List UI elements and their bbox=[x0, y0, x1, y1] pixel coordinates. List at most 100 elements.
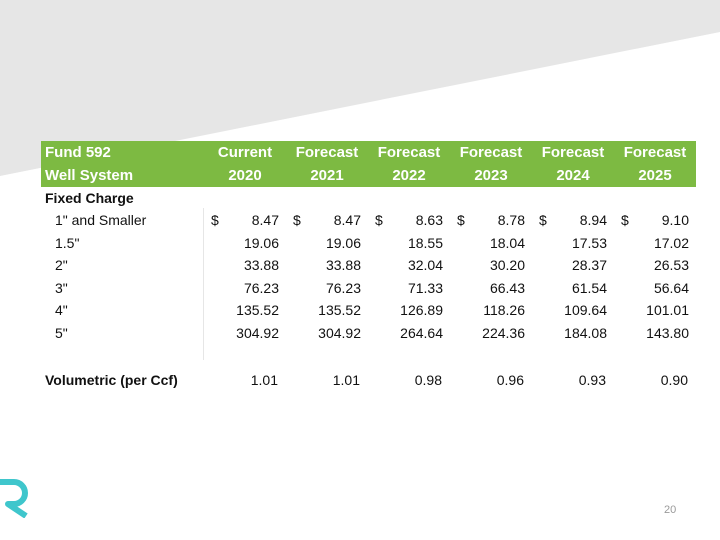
table-cell: 19.06 bbox=[204, 232, 286, 255]
section-row: Fixed Charge bbox=[41, 187, 696, 209]
table-row: 3" 76.23 76.23 71.33 66.43 61.54 56.64 bbox=[41, 277, 696, 300]
cell-value: 32.04 bbox=[407, 257, 443, 274]
cell-value: 126.89 bbox=[400, 302, 443, 319]
row-label: 5" bbox=[55, 324, 68, 341]
row-label: 2" bbox=[55, 257, 68, 274]
section-label: Fixed Charge bbox=[45, 190, 134, 206]
cell-value: 8.63 bbox=[415, 212, 443, 229]
cell-value: 30.20 bbox=[489, 257, 525, 274]
table-cell: 30.20 bbox=[450, 254, 532, 277]
cell-value: 19.06 bbox=[243, 234, 279, 251]
table-row: 1.5" 19.06 19.06 18.55 18.04 17.53 17.02 bbox=[41, 232, 696, 255]
table-cell: 26.53 bbox=[614, 254, 696, 277]
column-header: Forecast bbox=[614, 141, 696, 164]
column-header: Forecast bbox=[450, 141, 532, 164]
spacer-cell bbox=[41, 344, 696, 368]
cell-value: 118.26 bbox=[483, 302, 525, 319]
cell-value: 8.47 bbox=[333, 212, 361, 229]
cell-value: 0.98 bbox=[414, 372, 442, 388]
cell-value: 56.64 bbox=[653, 279, 689, 296]
table-row: 1" and Smaller $8.47 $8.47 $8.63 $8.78 $… bbox=[41, 209, 696, 232]
table-cell: 61.54 bbox=[532, 277, 614, 300]
row-label: 4" bbox=[55, 302, 68, 319]
column-year: 2025 bbox=[614, 164, 696, 187]
spacer-row bbox=[41, 344, 696, 368]
column-header: Current bbox=[204, 141, 286, 164]
column-year: 2021 bbox=[286, 164, 368, 187]
column-year: 2024 bbox=[532, 164, 614, 187]
table-cell: 76.23 bbox=[286, 277, 368, 300]
cell-value: 8.78 bbox=[497, 212, 525, 229]
cell-value: 18.55 bbox=[407, 234, 443, 251]
cell-value: 135.52 bbox=[236, 302, 279, 319]
table-cell: 18.55 bbox=[368, 232, 450, 255]
header-row-1: Fund 592 Current Forecast Forecast Forec… bbox=[41, 141, 696, 164]
cell-value: 33.88 bbox=[243, 257, 279, 274]
cell-value: 61.54 bbox=[571, 279, 607, 296]
cell-value: 0.93 bbox=[578, 372, 606, 388]
table-cell: 0.98 bbox=[368, 368, 450, 392]
cell-value: 17.53 bbox=[571, 234, 607, 251]
column-year: 2022 bbox=[368, 164, 450, 187]
column-header: Forecast bbox=[286, 141, 368, 164]
table-cell: $8.47 bbox=[286, 209, 368, 232]
rate-table: Fund 592 Current Forecast Forecast Forec… bbox=[41, 141, 696, 392]
column-year: 2020 bbox=[204, 164, 286, 187]
table-cell: 71.33 bbox=[368, 277, 450, 300]
cell-value: 18.04 bbox=[489, 234, 525, 251]
table-row: 4" 135.52 135.52 126.89 118.26 109.64 10… bbox=[41, 299, 696, 322]
cell-value: 304.92 bbox=[318, 324, 361, 341]
table-cell: 224.36 bbox=[450, 322, 532, 345]
table-cell: 118.26 bbox=[450, 299, 532, 322]
cell-value: 76.23 bbox=[325, 279, 361, 296]
header-label-fund: Fund 592 bbox=[41, 141, 204, 164]
row-label: 1" and Smaller bbox=[55, 212, 147, 229]
cell-value: 101.01 bbox=[646, 302, 689, 319]
cell-value: 1.01 bbox=[250, 372, 278, 388]
column-year: 2023 bbox=[450, 164, 532, 187]
cell-value: 264.64 bbox=[400, 324, 443, 341]
table-cell: 56.64 bbox=[614, 277, 696, 300]
cell-value: 0.90 bbox=[660, 372, 688, 388]
table-cell: 17.53 bbox=[532, 232, 614, 255]
cell-value: 1.01 bbox=[332, 372, 360, 388]
cell-value: 8.47 bbox=[251, 212, 279, 229]
table-row: 2" 33.88 33.88 32.04 30.20 28.37 26.53 bbox=[41, 254, 696, 277]
table-cell: 0.96 bbox=[450, 368, 532, 392]
cell-value: 19.06 bbox=[325, 234, 361, 251]
row-label: 3" bbox=[55, 279, 68, 296]
column-header: Forecast bbox=[368, 141, 450, 164]
currency-symbol: $ bbox=[539, 212, 547, 229]
table-cell: 32.04 bbox=[368, 254, 450, 277]
cell-value: 135.52 bbox=[318, 302, 361, 319]
table-cell: 304.92 bbox=[204, 322, 286, 345]
cell-value: 8.94 bbox=[579, 212, 607, 229]
page-number: 20 bbox=[664, 504, 677, 516]
currency-symbol: $ bbox=[621, 212, 629, 229]
cell-value: 26.53 bbox=[653, 257, 689, 274]
table-cell: 101.01 bbox=[614, 299, 696, 322]
cell-value: 71.33 bbox=[407, 279, 443, 296]
table-cell: 76.23 bbox=[204, 277, 286, 300]
row-label: 1.5" bbox=[55, 234, 80, 251]
column-divider bbox=[203, 208, 204, 360]
table-cell: 17.02 bbox=[614, 232, 696, 255]
cell-value: 28.37 bbox=[571, 257, 607, 274]
table-cell: 28.37 bbox=[532, 254, 614, 277]
table-cell: 0.90 bbox=[614, 368, 696, 392]
table-cell: $8.47 bbox=[204, 209, 286, 232]
cell-value: 224.36 bbox=[482, 324, 525, 341]
table-cell: 143.80 bbox=[614, 322, 696, 345]
volumetric-row: Volumetric (per Ccf) 1.01 1.01 0.98 0.96… bbox=[41, 368, 696, 392]
column-header: Forecast bbox=[532, 141, 614, 164]
cell-value: 33.88 bbox=[325, 257, 361, 274]
cell-value: 17.02 bbox=[653, 234, 689, 251]
table-cell: $9.10 bbox=[614, 209, 696, 232]
cell-value: 109.64 bbox=[564, 302, 607, 319]
table-cell: $8.63 bbox=[368, 209, 450, 232]
table-cell: 126.89 bbox=[368, 299, 450, 322]
currency-symbol: $ bbox=[457, 212, 465, 229]
cell-value: 304.92 bbox=[236, 324, 279, 341]
table-cell: 1.01 bbox=[286, 368, 368, 392]
